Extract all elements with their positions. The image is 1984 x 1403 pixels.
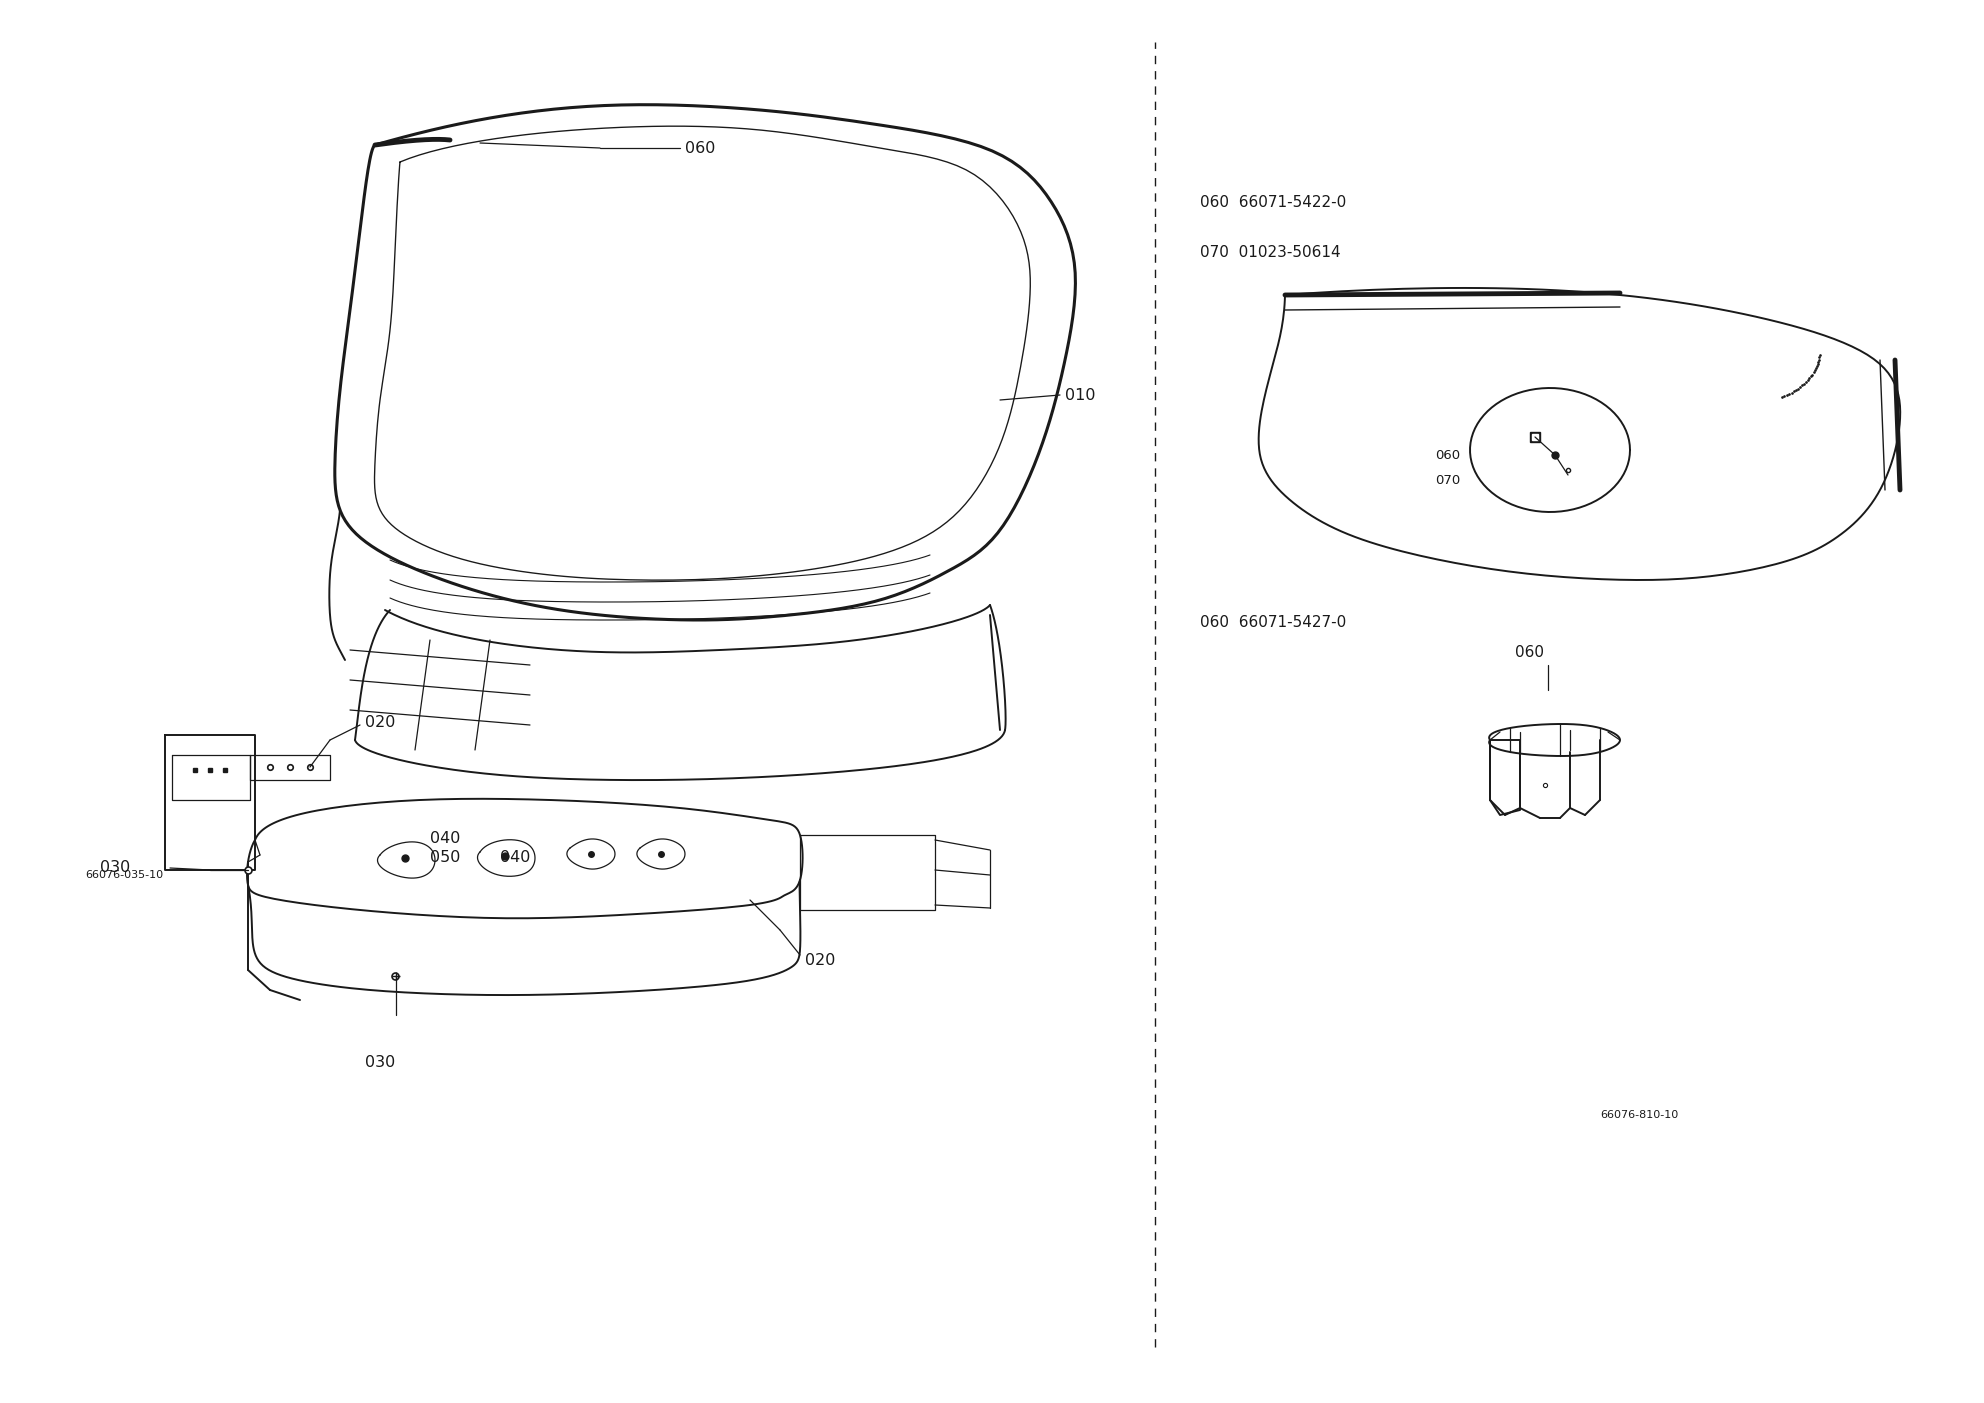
Text: 66076-810-10: 66076-810-10 <box>1599 1110 1678 1120</box>
Text: 030: 030 <box>99 860 131 875</box>
Text: 070: 070 <box>1434 473 1460 487</box>
Text: 030: 030 <box>365 1055 395 1070</box>
Text: 060  66071-5422-0: 060 66071-5422-0 <box>1200 195 1347 210</box>
Text: 060  66071-5427-0: 060 66071-5427-0 <box>1200 615 1347 630</box>
Text: 060: 060 <box>1434 449 1460 462</box>
Text: 020: 020 <box>365 714 395 730</box>
Text: 050: 050 <box>431 850 460 866</box>
Text: 040: 040 <box>500 850 530 866</box>
Text: 060: 060 <box>1516 645 1544 659</box>
Text: 060: 060 <box>684 140 716 156</box>
Text: 020: 020 <box>806 953 835 968</box>
Text: 040: 040 <box>431 831 460 846</box>
Text: 66076-035-10: 66076-035-10 <box>85 870 163 880</box>
Text: 070  01023-50614: 070 01023-50614 <box>1200 246 1341 260</box>
Text: 010: 010 <box>1065 387 1095 403</box>
